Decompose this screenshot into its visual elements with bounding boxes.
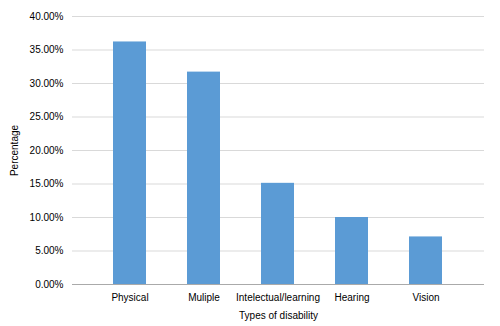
- svg-text:Muliple: Muliple: [188, 292, 220, 303]
- svg-text:10.00%: 10.00%: [30, 212, 64, 223]
- svg-text:Intelectual/learning: Intelectual/learning: [236, 292, 320, 303]
- svg-text:Physical: Physical: [111, 292, 148, 303]
- svg-text:Types of disability: Types of disability: [239, 310, 318, 321]
- svg-text:Hearing: Hearing: [334, 292, 369, 303]
- svg-text:40.00%: 40.00%: [30, 11, 64, 22]
- svg-text:35.00%: 35.00%: [30, 44, 64, 55]
- svg-text:15.00%: 15.00%: [30, 178, 64, 189]
- svg-text:30.00%: 30.00%: [30, 78, 64, 89]
- svg-text:20.00%: 20.00%: [30, 145, 64, 156]
- svg-text:Vision: Vision: [412, 292, 439, 303]
- svg-text:Percentage: Percentage: [9, 124, 20, 176]
- svg-text:5.00%: 5.00%: [35, 245, 63, 256]
- svg-text:0.00%: 0.00%: [35, 279, 63, 290]
- svg-text:25.00%: 25.00%: [30, 111, 64, 122]
